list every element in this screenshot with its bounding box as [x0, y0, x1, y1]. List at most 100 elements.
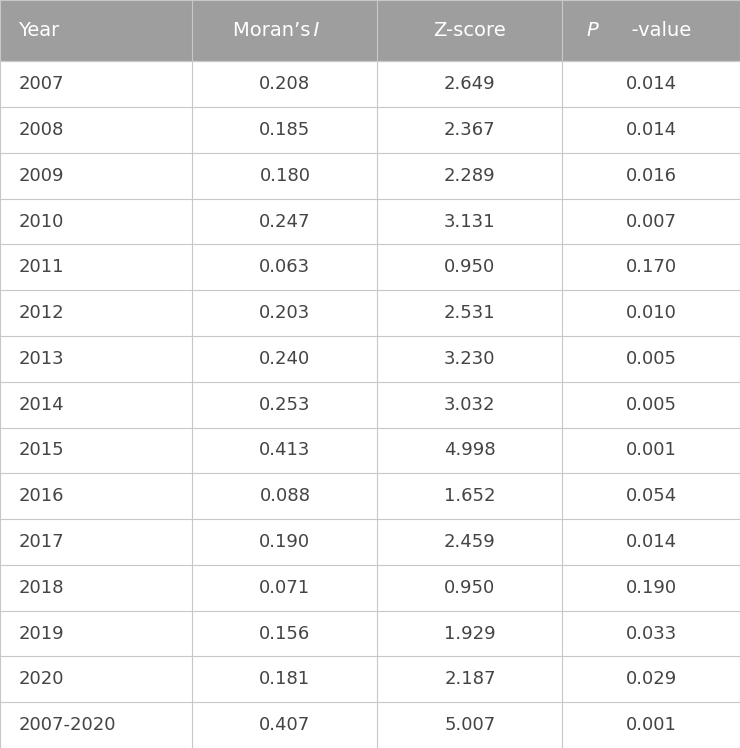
Bar	[377, 657, 562, 702]
Bar	[377, 107, 562, 153]
Bar	[377, 290, 562, 336]
Bar	[192, 657, 377, 702]
Bar	[377, 381, 562, 428]
Text: 5.007: 5.007	[444, 716, 496, 734]
Text: 0.010: 0.010	[626, 304, 676, 322]
Text: 0.413: 0.413	[259, 441, 311, 459]
Text: 0.185: 0.185	[259, 121, 311, 139]
Bar	[192, 702, 377, 748]
Bar	[0, 381, 192, 428]
Bar	[0, 473, 192, 519]
Bar	[192, 473, 377, 519]
Text: 2013: 2013	[18, 350, 64, 368]
Bar	[562, 290, 740, 336]
Text: 0.170: 0.170	[625, 258, 677, 276]
Text: 0.001: 0.001	[626, 441, 676, 459]
Bar	[192, 290, 377, 336]
Text: 0.088: 0.088	[260, 487, 310, 505]
Bar	[562, 245, 740, 290]
Bar	[377, 336, 562, 381]
Text: 2019: 2019	[18, 625, 64, 643]
Bar	[562, 0, 740, 61]
Bar	[192, 381, 377, 428]
Text: 2018: 2018	[18, 579, 64, 597]
Text: 2010: 2010	[18, 212, 64, 230]
Bar	[192, 199, 377, 245]
Bar	[0, 428, 192, 473]
Bar	[192, 153, 377, 199]
Bar	[562, 610, 740, 657]
Text: 0.247: 0.247	[259, 212, 311, 230]
Text: 1.652: 1.652	[444, 487, 496, 505]
Bar	[377, 199, 562, 245]
Text: 0.240: 0.240	[259, 350, 311, 368]
Bar	[377, 565, 562, 610]
Text: 0.005: 0.005	[626, 350, 676, 368]
Bar	[562, 61, 740, 107]
Text: 0.071: 0.071	[259, 579, 311, 597]
Bar	[377, 428, 562, 473]
Text: 0.203: 0.203	[259, 304, 311, 322]
Bar	[0, 336, 192, 381]
Bar	[562, 381, 740, 428]
Text: 2008: 2008	[18, 121, 64, 139]
Text: 0.190: 0.190	[259, 533, 311, 551]
Bar	[562, 428, 740, 473]
Bar	[0, 107, 192, 153]
Text: 2012: 2012	[18, 304, 64, 322]
Text: 0.014: 0.014	[625, 121, 677, 139]
Text: 2.367: 2.367	[444, 121, 496, 139]
Text: 0.033: 0.033	[625, 625, 677, 643]
Bar	[562, 702, 740, 748]
Text: 2.649: 2.649	[444, 76, 496, 94]
Bar	[192, 61, 377, 107]
Bar	[192, 107, 377, 153]
Text: 3.230: 3.230	[444, 350, 496, 368]
Bar	[192, 0, 377, 61]
Text: 0.005: 0.005	[626, 396, 676, 414]
Text: 2015: 2015	[18, 441, 64, 459]
Text: 0.014: 0.014	[625, 76, 677, 94]
Text: 0.054: 0.054	[625, 487, 677, 505]
Bar	[192, 610, 377, 657]
Bar	[377, 245, 562, 290]
Text: 2.187: 2.187	[444, 670, 496, 688]
Text: 0.014: 0.014	[625, 533, 677, 551]
Text: P: P	[587, 21, 716, 40]
Text: 0.063: 0.063	[259, 258, 311, 276]
Bar	[0, 519, 192, 565]
Bar	[0, 610, 192, 657]
Text: 0.180: 0.180	[260, 167, 310, 185]
Bar	[192, 336, 377, 381]
Text: 2020: 2020	[18, 670, 64, 688]
Text: Year: Year	[18, 21, 60, 40]
Text: Moran’s: Moran’s	[233, 21, 337, 40]
Text: 2.531: 2.531	[444, 304, 496, 322]
Text: 3.131: 3.131	[444, 212, 496, 230]
Bar	[377, 610, 562, 657]
Bar	[0, 565, 192, 610]
Bar	[377, 473, 562, 519]
Text: 0.950: 0.950	[444, 258, 496, 276]
Text: 0.190: 0.190	[625, 579, 677, 597]
Bar	[192, 565, 377, 610]
Text: 2.289: 2.289	[444, 167, 496, 185]
Bar	[192, 519, 377, 565]
Bar	[0, 61, 192, 107]
Text: 2009: 2009	[18, 167, 64, 185]
Text: 0.156: 0.156	[259, 625, 311, 643]
Bar	[562, 199, 740, 245]
Bar	[0, 657, 192, 702]
Bar	[192, 245, 377, 290]
Bar	[377, 61, 562, 107]
Text: 2007-2020: 2007-2020	[18, 716, 116, 734]
Text: 0.950: 0.950	[444, 579, 496, 597]
Bar	[377, 519, 562, 565]
Bar	[377, 153, 562, 199]
Bar	[192, 428, 377, 473]
Bar	[562, 657, 740, 702]
Text: 2007: 2007	[18, 76, 64, 94]
Bar	[562, 153, 740, 199]
Bar	[562, 565, 740, 610]
Text: 2014: 2014	[18, 396, 64, 414]
